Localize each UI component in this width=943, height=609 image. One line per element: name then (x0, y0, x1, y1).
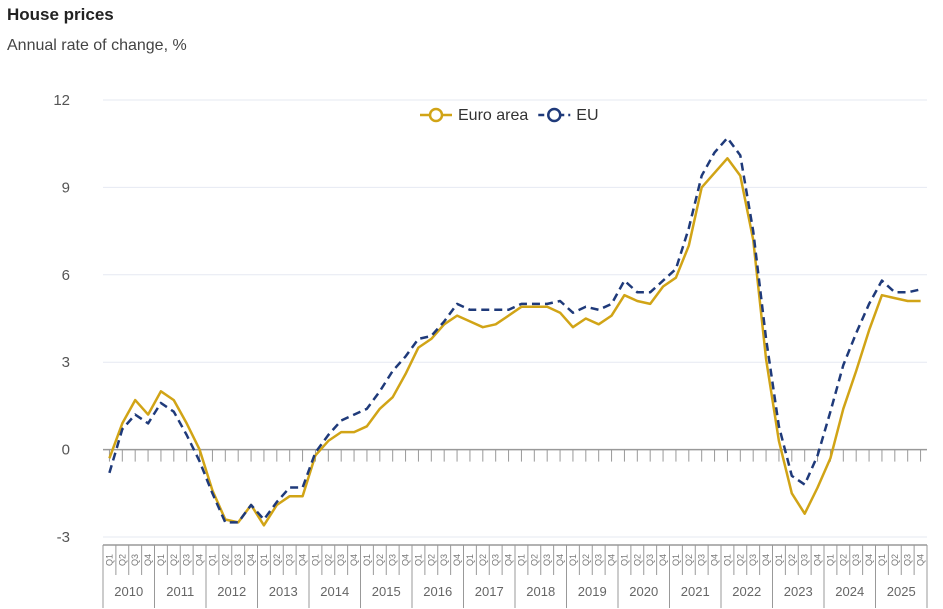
year-label: 2019 (578, 584, 607, 599)
quarter-label: Q1 (104, 554, 114, 566)
quarter-label: Q2 (838, 554, 848, 566)
quarter-label: Q4 (452, 554, 462, 566)
legend-marker-icon (547, 107, 562, 123)
quarter-label: Q3 (233, 554, 243, 566)
quarter-label: Q2 (632, 554, 642, 566)
quarter-label: Q2 (220, 554, 230, 566)
chart-title: House prices (7, 5, 114, 24)
year-label: 2016 (423, 584, 452, 599)
quarter-label: Q1 (877, 554, 887, 566)
series-line-eu (108, 136, 921, 524)
year-label: 2013 (269, 584, 298, 599)
quarter-label: Q2 (684, 554, 694, 566)
quarter-label: Q2 (478, 554, 488, 566)
legend-marker-icon (428, 107, 444, 123)
quarter-label: Q3 (697, 554, 707, 566)
year-label: 2012 (217, 584, 246, 599)
quarter-label: Q4 (143, 554, 153, 566)
quarter-label: Q2 (169, 554, 179, 566)
chart-subtitle: Annual rate of change, % (7, 37, 187, 54)
year-label: 2020 (629, 584, 658, 599)
quarter-label: Q4 (761, 554, 771, 566)
quarter-label: Q4 (401, 554, 411, 566)
quarter-label: Q1 (619, 554, 629, 566)
quarter-label: Q2 (375, 554, 385, 566)
quarter-label: Q1 (156, 554, 166, 566)
quarter-label: Q1 (259, 554, 269, 566)
legend-label: EU (576, 107, 598, 124)
quarter-label: Q3 (336, 554, 346, 566)
year-label: 2011 (166, 584, 194, 599)
quarter-label: Q3 (388, 554, 398, 566)
year-label: 2024 (835, 584, 864, 599)
y-tick-label: -3 (57, 529, 70, 546)
quarter-label: Q4 (658, 554, 668, 566)
quarter-label: Q1 (516, 554, 526, 566)
quarter-label: Q3 (594, 554, 604, 566)
quarter-label: Q4 (349, 554, 359, 566)
quarter-label: Q1 (310, 554, 320, 566)
quarter-label: Q1 (774, 554, 784, 566)
quarter-label: Q3 (439, 554, 449, 566)
quarter-label: Q4 (607, 554, 617, 566)
quarter-label: Q2 (735, 554, 745, 566)
quarter-label: Q2 (787, 554, 797, 566)
quarter-label: Q1 (568, 554, 578, 566)
quarter-label: Q1 (722, 554, 732, 566)
quarter-label: Q1 (825, 554, 835, 566)
year-label: 2015 (372, 584, 401, 599)
quarter-label: Q3 (748, 554, 758, 566)
quarter-label: Q4 (504, 554, 514, 566)
quarter-label: Q3 (800, 554, 810, 566)
quarter-label: Q1 (671, 554, 681, 566)
quarter-label: Q1 (362, 554, 372, 566)
y-tick-label: 6 (62, 267, 70, 284)
quarter-label: Q1 (207, 554, 217, 566)
quarter-label: Q3 (285, 554, 295, 566)
year-label: 2017 (475, 584, 504, 599)
quarter-label: Q4 (864, 554, 874, 566)
quarter-label: Q4 (916, 554, 926, 566)
quarter-label: Q3 (182, 554, 192, 566)
quarter-label: Q4 (555, 554, 565, 566)
legend-label: Euro area (458, 107, 528, 124)
quarter-label: Q2 (581, 554, 591, 566)
quarter-label: Q2 (426, 554, 436, 566)
year-label: 2023 (784, 584, 813, 599)
quarter-label: Q2 (529, 554, 539, 566)
year-label: 2021 (681, 584, 710, 599)
quarter-label: Q3 (903, 554, 913, 566)
y-tick-label: 0 (62, 442, 70, 459)
quarter-label: Q1 (413, 554, 423, 566)
quarter-label: Q4 (195, 554, 205, 566)
quarter-label: Q1 (465, 554, 475, 566)
quarter-label: Q2 (117, 554, 127, 566)
year-label: 2014 (320, 584, 349, 599)
year-label: 2022 (732, 584, 761, 599)
year-label: 2025 (887, 584, 916, 599)
quarter-label: Q2 (272, 554, 282, 566)
y-tick-label: 3 (62, 354, 70, 371)
year-label: 2018 (526, 584, 555, 599)
quarter-label: Q3 (130, 554, 140, 566)
quarter-label: Q2 (323, 554, 333, 566)
quarter-label: Q3 (645, 554, 655, 566)
quarter-label: Q3 (491, 554, 501, 566)
quarter-label: Q4 (298, 554, 308, 566)
quarter-label: Q4 (710, 554, 720, 566)
y-tick-label: 9 (62, 179, 70, 196)
quarter-label: Q4 (813, 554, 823, 566)
year-label: 2010 (114, 584, 143, 599)
y-tick-label: 12 (53, 92, 70, 109)
quarter-label: Q3 (851, 554, 861, 566)
quarter-label: Q2 (890, 554, 900, 566)
quarter-label: Q4 (246, 554, 256, 566)
series-line-euro-area (108, 157, 921, 527)
quarter-label: Q3 (542, 554, 552, 566)
